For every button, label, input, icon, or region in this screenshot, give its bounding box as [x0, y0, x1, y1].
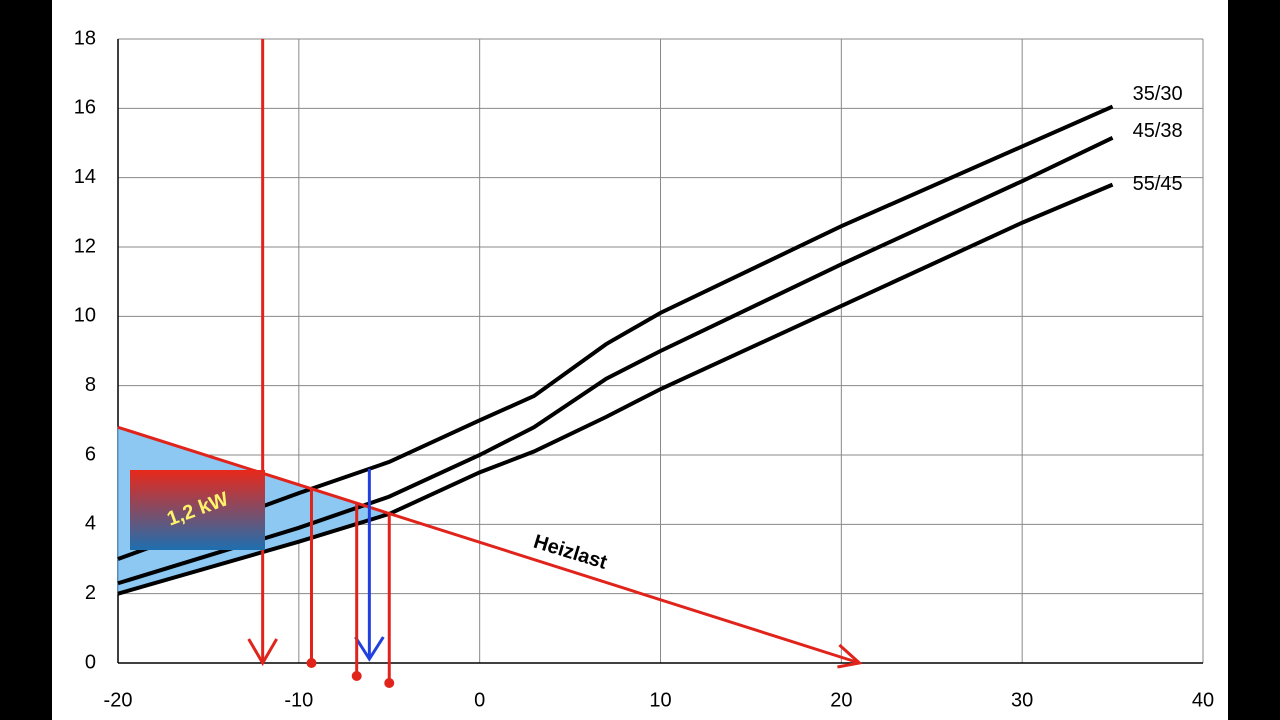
balance-dot	[306, 658, 317, 668]
x-tick-label: 20	[830, 689, 852, 711]
x-tick-label: 0	[474, 689, 485, 711]
x-tick-label: -20	[104, 689, 133, 711]
series-label: 35/30	[1133, 83, 1183, 105]
design-temp-arrowhead	[247, 638, 278, 666]
y-tick-label: 2	[85, 582, 96, 604]
series-line	[117, 104, 1114, 561]
load-line	[117, 425, 860, 665]
x-tick-label: 30	[1011, 689, 1033, 711]
x-tick-label: 10	[649, 689, 671, 711]
y-tick-label: 6	[85, 443, 96, 465]
y-tick-label: 12	[74, 235, 96, 257]
y-tick-label: 8	[85, 374, 96, 396]
y-tick-label: 10	[74, 305, 96, 327]
y-tick-label: 0	[85, 651, 96, 673]
x-tick-label: -10	[284, 689, 313, 711]
x-tick-label: 40	[1192, 689, 1214, 711]
y-tick-label: 4	[85, 513, 96, 535]
y-tick-label: 18	[74, 27, 96, 49]
y-tick-label: 14	[74, 166, 96, 188]
capacity-box	[130, 470, 265, 550]
balance-dot	[351, 671, 362, 681]
balance-dot	[384, 678, 395, 688]
y-tick-label: 16	[74, 97, 96, 119]
series-label: 55/45	[1133, 173, 1183, 195]
series-label: 45/38	[1133, 120, 1183, 142]
series-line	[117, 135, 1114, 586]
series-line	[117, 182, 1114, 596]
load-arrowhead	[837, 643, 863, 669]
blue-marker-arrowhead	[354, 636, 385, 662]
